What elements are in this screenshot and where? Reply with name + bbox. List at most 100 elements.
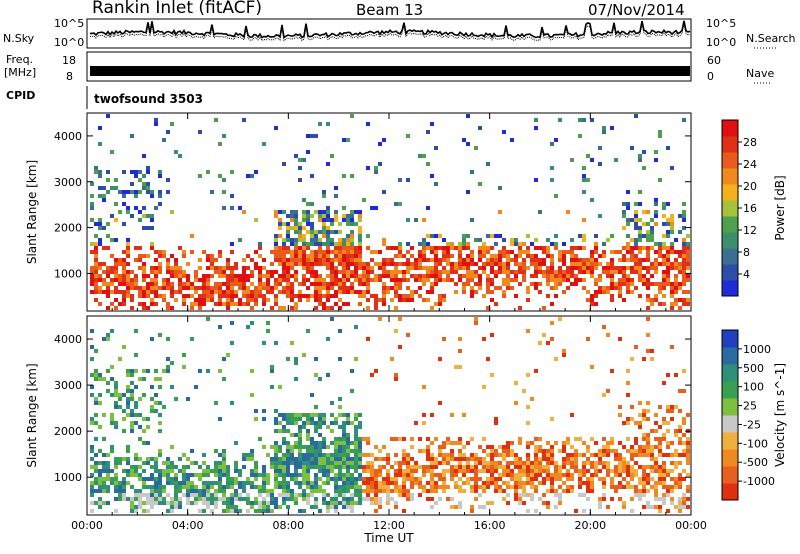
heatmap-cell <box>670 501 674 505</box>
heatmap-cell <box>298 226 302 230</box>
heatmap-cell <box>610 437 614 441</box>
heatmap-cell <box>530 441 534 445</box>
heatmap-cell <box>102 270 106 274</box>
heatmap-cell <box>190 234 194 238</box>
heatmap-cell <box>650 505 654 509</box>
heatmap-cell <box>514 477 518 481</box>
heatmap-cell <box>322 222 326 226</box>
heatmap-cell <box>422 282 426 286</box>
heatmap-cell <box>366 337 370 341</box>
heatmap-cell <box>178 286 182 290</box>
heatmap-cell <box>302 158 306 162</box>
heatmap-cell <box>166 258 170 262</box>
heatmap-cell <box>310 262 314 266</box>
heatmap-cell <box>394 286 398 290</box>
heatmap-cell <box>366 166 370 170</box>
heatmap-cell <box>246 274 250 278</box>
heatmap-cell <box>162 405 166 409</box>
heatmap-cell <box>566 250 570 254</box>
heatmap-cell <box>138 473 142 477</box>
heatmap-cell <box>658 509 662 513</box>
heatmap-cell <box>126 369 130 373</box>
heatmap-cell <box>358 413 362 417</box>
heatmap-cell <box>242 497 246 501</box>
heatmap-cell <box>122 294 126 298</box>
heatmap-cell <box>582 473 586 477</box>
heatmap-cell <box>570 413 574 417</box>
heatmap-cell <box>366 306 370 310</box>
heatmap-cell <box>146 166 150 170</box>
heatmap-cell <box>662 282 666 286</box>
heatmap-cell <box>646 441 650 445</box>
heatmap-cell <box>254 509 258 513</box>
heatmap-cell <box>662 433 666 437</box>
heatmap-cell <box>350 234 354 238</box>
heatmap-cell <box>338 290 342 294</box>
heatmap-cell <box>654 258 658 262</box>
heatmap-cell <box>270 286 274 290</box>
heatmap-cell <box>350 230 354 234</box>
heatmap-cell <box>98 377 102 381</box>
heatmap-cell <box>466 477 470 481</box>
heatmap-cell <box>642 433 646 437</box>
heatmap-cell <box>510 258 514 262</box>
heatmap-cell <box>278 485 282 489</box>
heatmap-cell <box>634 258 638 262</box>
heatmap-cell <box>382 302 386 306</box>
heatmap-cell <box>634 493 638 497</box>
heatmap-cell <box>294 254 298 258</box>
heatmap-cell <box>674 373 678 377</box>
heatmap-cell <box>654 469 658 473</box>
heatmap-cell <box>666 453 670 457</box>
heatmap-cell <box>134 421 138 425</box>
heatmap-cell <box>362 278 366 282</box>
heatmap-cell <box>290 290 294 294</box>
heatmap-cell <box>474 497 478 501</box>
heatmap-cell <box>442 298 446 302</box>
heatmap-cell <box>622 457 626 461</box>
heatmap-cell <box>358 226 362 230</box>
heatmap-cell <box>534 509 538 513</box>
heatmap-cell <box>286 469 290 473</box>
heatmap-cell <box>154 122 158 126</box>
heatmap-cell <box>642 282 646 286</box>
heatmap-cell <box>478 254 482 258</box>
heatmap-cell <box>526 234 530 238</box>
heatmap-cell <box>586 489 590 493</box>
heatmap-cell <box>154 206 158 210</box>
heatmap-cell <box>182 254 186 258</box>
heatmap-cell <box>270 489 274 493</box>
heatmap-cell <box>550 302 554 306</box>
heatmap-cell <box>490 262 494 266</box>
heatmap-cell <box>394 373 398 377</box>
heatmap-cell <box>258 266 262 270</box>
heatmap-cell <box>194 489 198 493</box>
heatmap-cell <box>666 254 670 258</box>
heatmap-cell <box>278 210 282 214</box>
heatmap-cell <box>326 505 330 509</box>
heatmap-cell <box>94 254 98 258</box>
heatmap-cell <box>102 290 106 294</box>
heatmap-cell <box>514 493 518 497</box>
heatmap-cell <box>578 437 582 441</box>
heatmap-cell <box>134 353 138 357</box>
heatmap-cell <box>566 286 570 290</box>
heatmap-cell <box>98 126 102 130</box>
heatmap-cell <box>298 445 302 449</box>
heatmap-cell <box>218 250 222 254</box>
heatmap-cell <box>358 302 362 306</box>
heatmap-cell <box>382 266 386 270</box>
heatmap-cell <box>286 453 290 457</box>
heatmap-cell <box>250 306 254 310</box>
heatmap-cell <box>358 421 362 425</box>
heatmap-cell <box>346 481 350 485</box>
heatmap-cell <box>306 477 310 481</box>
noise-left-tick-top: 10^5 <box>54 17 85 30</box>
heatmap-cell <box>602 437 606 441</box>
heatmap-cell <box>134 190 138 194</box>
heatmap-cell <box>94 397 98 401</box>
heatmap-cell <box>366 282 370 286</box>
heatmap-cell <box>514 453 518 457</box>
heatmap-cell <box>330 453 334 457</box>
heatmap-cell <box>342 218 346 222</box>
